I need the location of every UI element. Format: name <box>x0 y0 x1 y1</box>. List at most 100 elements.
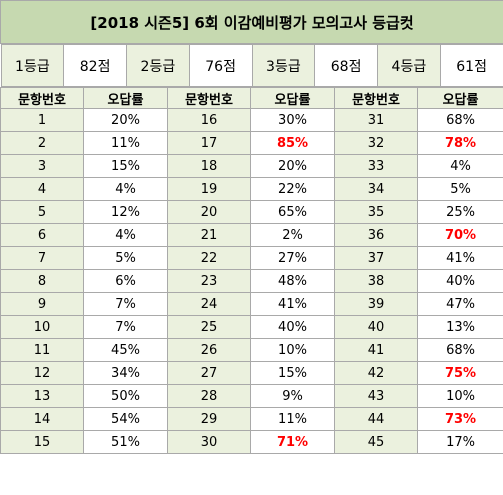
question-number: 25 <box>167 315 251 339</box>
grade-score: 82점 <box>63 44 127 87</box>
grade-cut-table: [2018 시즌5] 6회 이감예비평가 모의고사 등급컷 1등급 82점 2등급 7… <box>0 0 503 454</box>
wrong-rate-highlight: 73% <box>416 407 503 431</box>
wrong-rate: 4% <box>83 177 168 201</box>
page-title: [2018 시즌5] 6회 이감예비평가 모의고사 등급컷 <box>0 0 503 44</box>
wrong-rate: 25% <box>416 200 503 224</box>
wrong-rate: 15% <box>250 361 335 385</box>
table-row: 11 45% 26 10% 41 68% <box>0 338 503 362</box>
question-number: 42 <box>334 361 418 385</box>
table-row: 15 51% 30 71% 45 17% <box>0 430 503 454</box>
question-number: 7 <box>0 246 84 270</box>
table-row: 6 4% 21 2% 36 70% <box>0 223 503 247</box>
table-row: 8 6% 23 48% 38 40% <box>0 269 503 293</box>
question-number: 5 <box>0 200 84 224</box>
wrong-rate: 11% <box>250 407 335 431</box>
question-number: 16 <box>167 108 251 132</box>
question-number: 33 <box>334 154 418 178</box>
grade-score: 61점 <box>439 44 503 87</box>
wrong-rate: 30% <box>250 108 335 132</box>
question-number: 1 <box>0 108 84 132</box>
wrong-rate: 40% <box>250 315 335 339</box>
question-number: 32 <box>334 131 418 155</box>
wrong-rate: 40% <box>416 269 503 293</box>
question-number: 21 <box>167 223 251 247</box>
column-header-row: 문항번호 오답률 문항번호 오답률 문항번호 오답률 <box>0 87 503 109</box>
question-number: 11 <box>0 338 84 362</box>
question-number: 6 <box>0 223 84 247</box>
wrong-rate: 65% <box>250 200 335 224</box>
question-number: 44 <box>334 407 418 431</box>
wrong-rate: 48% <box>250 269 335 293</box>
question-number: 38 <box>334 269 418 293</box>
wrong-rate: 17% <box>416 430 503 454</box>
table-row: 4 4% 19 22% 34 5% <box>0 177 503 201</box>
question-number: 10 <box>0 315 84 339</box>
question-number: 20 <box>167 200 251 224</box>
wrong-rate: 51% <box>83 430 168 454</box>
grade-label: 1등급 <box>0 44 65 87</box>
wrong-rate: 34% <box>83 361 168 385</box>
table-row: 12 34% 27 15% 42 75% <box>0 361 503 385</box>
question-number: 3 <box>0 154 84 178</box>
grade-cut-row: 1등급 82점 2등급 76점 3등급 68점 4등급 61점 <box>0 44 503 88</box>
question-number: 24 <box>167 292 251 316</box>
grade-score: 76점 <box>188 44 253 87</box>
wrong-rate: 13% <box>416 315 503 339</box>
header-question-number: 문항번호 <box>334 87 418 109</box>
question-number: 34 <box>334 177 418 201</box>
question-number: 37 <box>334 246 418 270</box>
wrong-rate: 20% <box>83 108 168 132</box>
wrong-rate-highlight: 78% <box>416 131 503 155</box>
question-number: 39 <box>334 292 418 316</box>
question-number: 9 <box>0 292 84 316</box>
wrong-rate: 4% <box>416 154 503 178</box>
question-number: 27 <box>167 361 251 385</box>
question-number: 41 <box>334 338 418 362</box>
question-number: 23 <box>167 269 251 293</box>
wrong-rate: 45% <box>83 338 168 362</box>
wrong-rate: 41% <box>250 292 335 316</box>
wrong-rate: 20% <box>250 154 335 178</box>
wrong-rate: 68% <box>416 338 503 362</box>
table-row: 9 7% 24 41% 39 47% <box>0 292 503 316</box>
wrong-rate: 12% <box>83 200 168 224</box>
wrong-rate: 10% <box>250 338 335 362</box>
wrong-rate: 5% <box>416 177 503 201</box>
question-number: 18 <box>167 154 251 178</box>
wrong-rate: 10% <box>416 384 503 408</box>
table-row: 14 54% 29 11% 44 73% <box>0 407 503 431</box>
wrong-rate-highlight: 70% <box>416 223 503 247</box>
table-row: 10 7% 25 40% 40 13% <box>0 315 503 339</box>
wrong-rate: 27% <box>250 246 335 270</box>
question-number: 40 <box>334 315 418 339</box>
wrong-rate: 6% <box>83 269 168 293</box>
wrong-rate: 5% <box>83 246 168 270</box>
question-number: 45 <box>334 430 418 454</box>
wrong-rate: 4% <box>83 223 168 247</box>
wrong-rate-highlight: 85% <box>250 131 335 155</box>
question-number: 43 <box>334 384 418 408</box>
wrong-rate-highlight: 71% <box>250 430 335 454</box>
question-number: 35 <box>334 200 418 224</box>
wrong-rate: 22% <box>250 177 335 201</box>
table-row: 13 50% 28 9% 43 10% <box>0 384 503 408</box>
header-question-number: 문항번호 <box>0 87 84 109</box>
table-row: 5 12% 20 65% 35 25% <box>0 200 503 224</box>
grade-label: 4등급 <box>377 44 441 87</box>
question-number: 2 <box>0 131 84 155</box>
wrong-rate: 11% <box>83 131 168 155</box>
question-number: 14 <box>0 407 84 431</box>
question-number: 26 <box>167 338 251 362</box>
question-number: 15 <box>0 430 84 454</box>
header-wrong-rate: 오답률 <box>83 87 168 109</box>
header-wrong-rate: 오답률 <box>250 87 335 109</box>
grade-label: 2등급 <box>126 44 190 87</box>
question-number: 17 <box>167 131 251 155</box>
table-row: 1 20% 16 30% 31 68% <box>0 108 503 132</box>
wrong-rate: 7% <box>83 292 168 316</box>
wrong-rate: 47% <box>416 292 503 316</box>
question-number: 8 <box>0 269 84 293</box>
question-number: 36 <box>334 223 418 247</box>
grade-cut-container: 1등급 82점 2등급 76점 3등급 68점 4등급 61점 <box>0 44 503 88</box>
table-row: 2 11% 17 85% 32 78% <box>0 131 503 155</box>
